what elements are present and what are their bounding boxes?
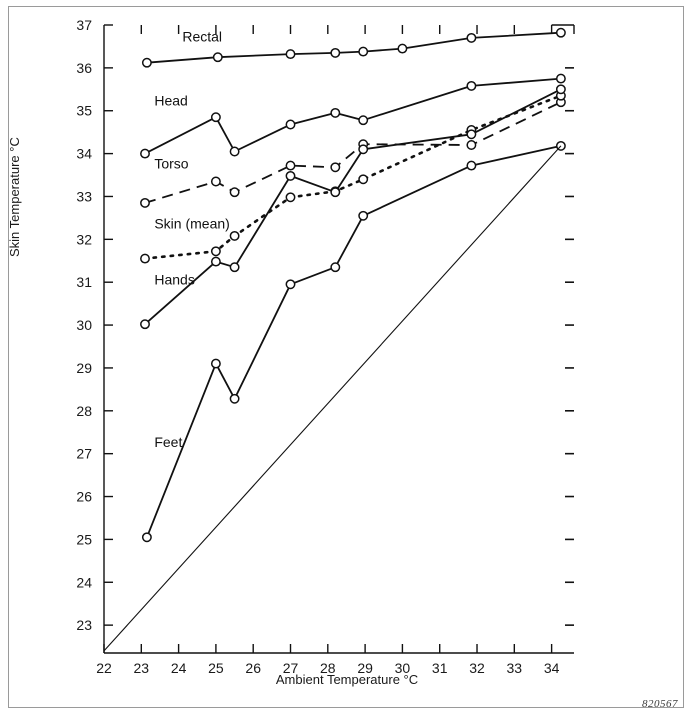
y-tick-label: 23 [76,617,92,633]
series-rectal: Rectal [141,27,566,68]
x-tick-label: 32 [469,660,485,676]
data-point-marker [466,140,477,150]
data-point-marker [358,210,369,221]
series-label: Head [154,93,187,109]
figure-id-code: 820567 [642,698,678,710]
series-line [143,94,563,260]
x-axis-title: Ambient Temperature °C [0,672,694,687]
series-hands: Hands [140,84,566,330]
y-tick-label: 26 [76,489,92,505]
x-tick-label: 23 [134,660,150,676]
data-point-marker [285,160,296,171]
series-line [146,31,561,64]
data-point-marker [555,73,566,84]
data-point-marker [210,112,221,123]
data-point-marker [140,319,150,330]
y-tick-label: 29 [76,360,92,376]
y-tick-label: 28 [76,403,92,419]
data-point-marker [229,187,240,198]
y-tick-label: 35 [76,103,92,119]
data-point-marker [285,119,296,130]
x-tick-label: 24 [171,660,187,676]
x-tick-label: 27 [283,660,299,676]
y-tick-label: 36 [76,60,92,76]
data-point-marker [358,46,369,57]
data-point-marker [140,253,150,264]
series-label: Hands [154,271,194,287]
series-line [103,145,562,652]
data-point-marker [210,176,221,187]
data-point-marker [229,262,240,273]
x-tick-label: 26 [245,660,261,676]
data-point-marker [358,144,369,155]
x-tick-label: 25 [208,660,224,676]
x-tick-label: 28 [320,660,336,676]
y-tick-label: 25 [76,531,92,547]
data-point-marker [330,262,341,273]
data-point-marker [210,246,221,257]
x-tick-label: 33 [507,660,523,676]
data-point-marker [466,160,477,171]
data-point-marker [285,279,296,290]
figure-frame: 23 24 25 26 27 28 29 30 31 32 33 34 35 36 37 22 23 24 25 26… [7,6,684,708]
series-identity-line [103,145,562,652]
y-tick-label: 31 [76,274,92,290]
data-point-marker [141,532,152,543]
y-tick-label: 30 [76,317,92,333]
data-point-marker [555,84,566,95]
series-label: Torso [154,156,188,172]
series-head: Head [140,73,566,159]
x-tick-label: 29 [357,660,373,676]
data-point-marker [140,197,150,208]
data-point-marker [466,32,477,43]
series-label: Rectal [182,28,222,44]
data-point-marker [330,47,341,58]
data-point-marker [210,256,221,267]
data-point-marker [358,174,369,185]
y-tick-label: 27 [76,446,92,462]
data-point-marker [285,49,296,60]
series-torso: Torso [140,97,566,208]
line-chart: 23 24 25 26 27 28 29 30 31 32 33 34 35 36 37 22 23 24 25 26… [76,17,575,676]
y-tick-label: 37 [76,17,92,33]
data-point-marker [358,115,369,126]
x-axis-title-text: Ambient Temperature °C [275,672,419,687]
data-point-marker [397,43,408,54]
data-point-marker [285,170,296,181]
y-axis-title-text: Skin Temperature °C [7,137,22,257]
data-point-marker [330,162,341,173]
series-label: Skin (mean) [154,216,229,232]
series-line [144,88,562,325]
data-point-marker [466,129,477,140]
x-tick-label: 31 [432,660,448,676]
series-label: Feet [154,434,182,450]
series-line [144,77,561,155]
data-point-marker [555,27,566,38]
x-tick-label: 30 [395,660,411,676]
axes: 23 24 25 26 27 28 29 30 31 32 33 34 35 36 37 22 23 24 25 26… [76,17,575,676]
y-tick-label: 34 [76,146,92,162]
data-point-marker [330,187,341,198]
data-point-marker [212,52,223,63]
x-tick-label: 22 [96,660,112,676]
x-tick-label: 34 [544,660,560,676]
series-feet: Feet [141,140,566,543]
data-point-marker [140,148,150,159]
series-skin-mean: Skin (mean) [140,90,566,264]
y-axis-title: Skin Temperature °C [7,57,22,257]
data-point-marker [466,80,477,91]
data-point-marker [285,192,296,203]
series-line [146,145,562,538]
data-point-marker [229,393,240,404]
data-point-marker [330,107,341,118]
data-point-marker [229,146,240,157]
data-point-marker [141,57,152,68]
y-tick-label: 32 [76,231,92,247]
y-tick-label: 24 [76,574,92,590]
data-point-marker [229,230,240,241]
data-point-marker [210,358,221,369]
y-tick-label: 33 [76,188,92,204]
